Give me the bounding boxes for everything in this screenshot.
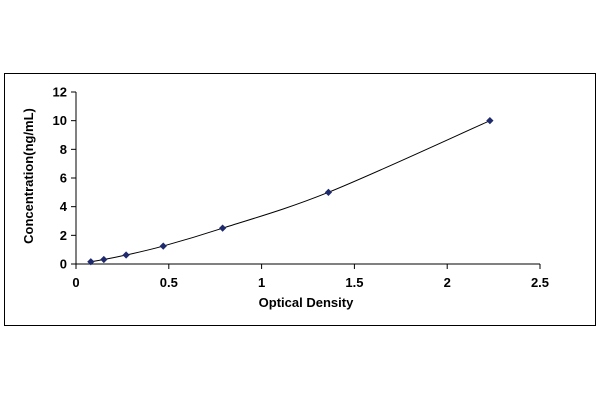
trend-curve [90, 120, 491, 263]
data-point-diamond [87, 258, 95, 266]
data-point-diamond [324, 188, 333, 196]
y-tick-label: 8 [60, 142, 67, 157]
x-tick-label: 2 [444, 275, 451, 290]
data-point-diamond [100, 255, 108, 264]
data-point-diamond [486, 117, 494, 125]
x-tick-label: 0.5 [160, 275, 178, 290]
trend-curve-layer [90, 120, 491, 263]
y-tick-label: 6 [60, 171, 67, 186]
x-tick-label: 1.5 [345, 275, 363, 290]
axes [71, 91, 541, 269]
y-tick-label: 0 [60, 257, 67, 272]
y-axis-title: Concentration(ng/mL) [21, 108, 36, 244]
data-points [87, 117, 494, 266]
x-tick-label: 1 [258, 275, 265, 290]
data-point-diamond [122, 251, 130, 259]
x-tick-label: 2.5 [531, 275, 549, 290]
tick-labels: 0 2 4 6 8 10 12 0 0.5 1 1.5 2 2.5 [53, 85, 550, 291]
x-axis-title: Optical Density [259, 295, 354, 310]
y-tick-label: 12 [53, 85, 67, 100]
y-tick-label: 10 [53, 113, 67, 128]
y-tick-label: 4 [60, 199, 68, 214]
data-point-diamond [159, 242, 167, 250]
y-tick-label: 2 [60, 228, 67, 243]
chart-frame [4, 73, 596, 326]
data-point-diamond [218, 224, 227, 232]
x-tick-label: 0 [72, 275, 79, 290]
